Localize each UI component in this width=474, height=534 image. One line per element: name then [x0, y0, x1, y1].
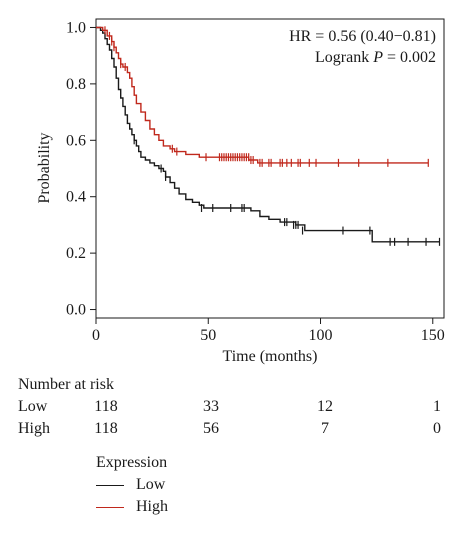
- y-tick-label: 0.2: [66, 245, 86, 262]
- plot-frame: [95, 18, 445, 319]
- risk-table-title: Number at risk: [18, 376, 114, 393]
- x-tick-label: 0: [92, 327, 100, 344]
- risk-row-label: High: [18, 420, 50, 437]
- x-tick-label: 100: [309, 327, 333, 344]
- logrank-prefix: Logrank: [315, 49, 373, 66]
- y-tick-label: 0.8: [66, 76, 86, 93]
- logrank-annotation: Logrank P = 0.002: [315, 49, 436, 66]
- risk-row-label: Low: [18, 398, 48, 415]
- risk-row-low: Low 118 33 12 1: [0, 398, 474, 418]
- y-tick-label: 0.6: [66, 132, 86, 149]
- risk-count: 7: [321, 420, 329, 437]
- legend-title: Expression: [96, 454, 168, 471]
- survival-curve-high: [96, 26, 429, 164]
- logrank-p: P: [372, 49, 383, 66]
- risk-count: 118: [94, 398, 118, 415]
- axes: 0 50 100 150 0.0 0.2 0.4 0.6 0.8 1.0: [66, 18, 445, 344]
- logrank-value: = 0.002: [383, 49, 436, 66]
- km-chart: 0 50 100 150 0.0 0.2 0.4 0.6 0.8 1.0 HR = 0.56 (0…: [36, 18, 445, 365]
- risk-count: 0: [433, 420, 441, 437]
- y-axis-label: Probability: [36, 132, 53, 203]
- x-tick-label: 150: [421, 327, 445, 344]
- series-layer: [96, 26, 441, 246]
- x-tick-label: 50: [200, 327, 216, 344]
- hr-annotation: HR = 0.56 (0.40−0.81): [289, 28, 436, 45]
- risk-count: 1: [433, 398, 441, 415]
- legend-label: High: [136, 498, 168, 515]
- legend-swatch-low: [96, 485, 124, 486]
- x-axis-label: Time (months): [223, 348, 318, 365]
- y-tick-label: 0.4: [66, 189, 86, 206]
- legend-label: Low: [136, 476, 166, 493]
- legend-swatch-high: [96, 507, 124, 508]
- risk-count: 56: [203, 420, 219, 437]
- risk-count: 12: [317, 398, 333, 415]
- y-tick-label: 0.0: [66, 302, 86, 319]
- risk-count: 118: [94, 420, 118, 437]
- y-tick-label: 1.0: [66, 19, 86, 36]
- risk-count: 33: [203, 398, 219, 415]
- survival-curve-low: [96, 26, 440, 243]
- risk-row-high: High 118 56 7 0: [0, 420, 474, 440]
